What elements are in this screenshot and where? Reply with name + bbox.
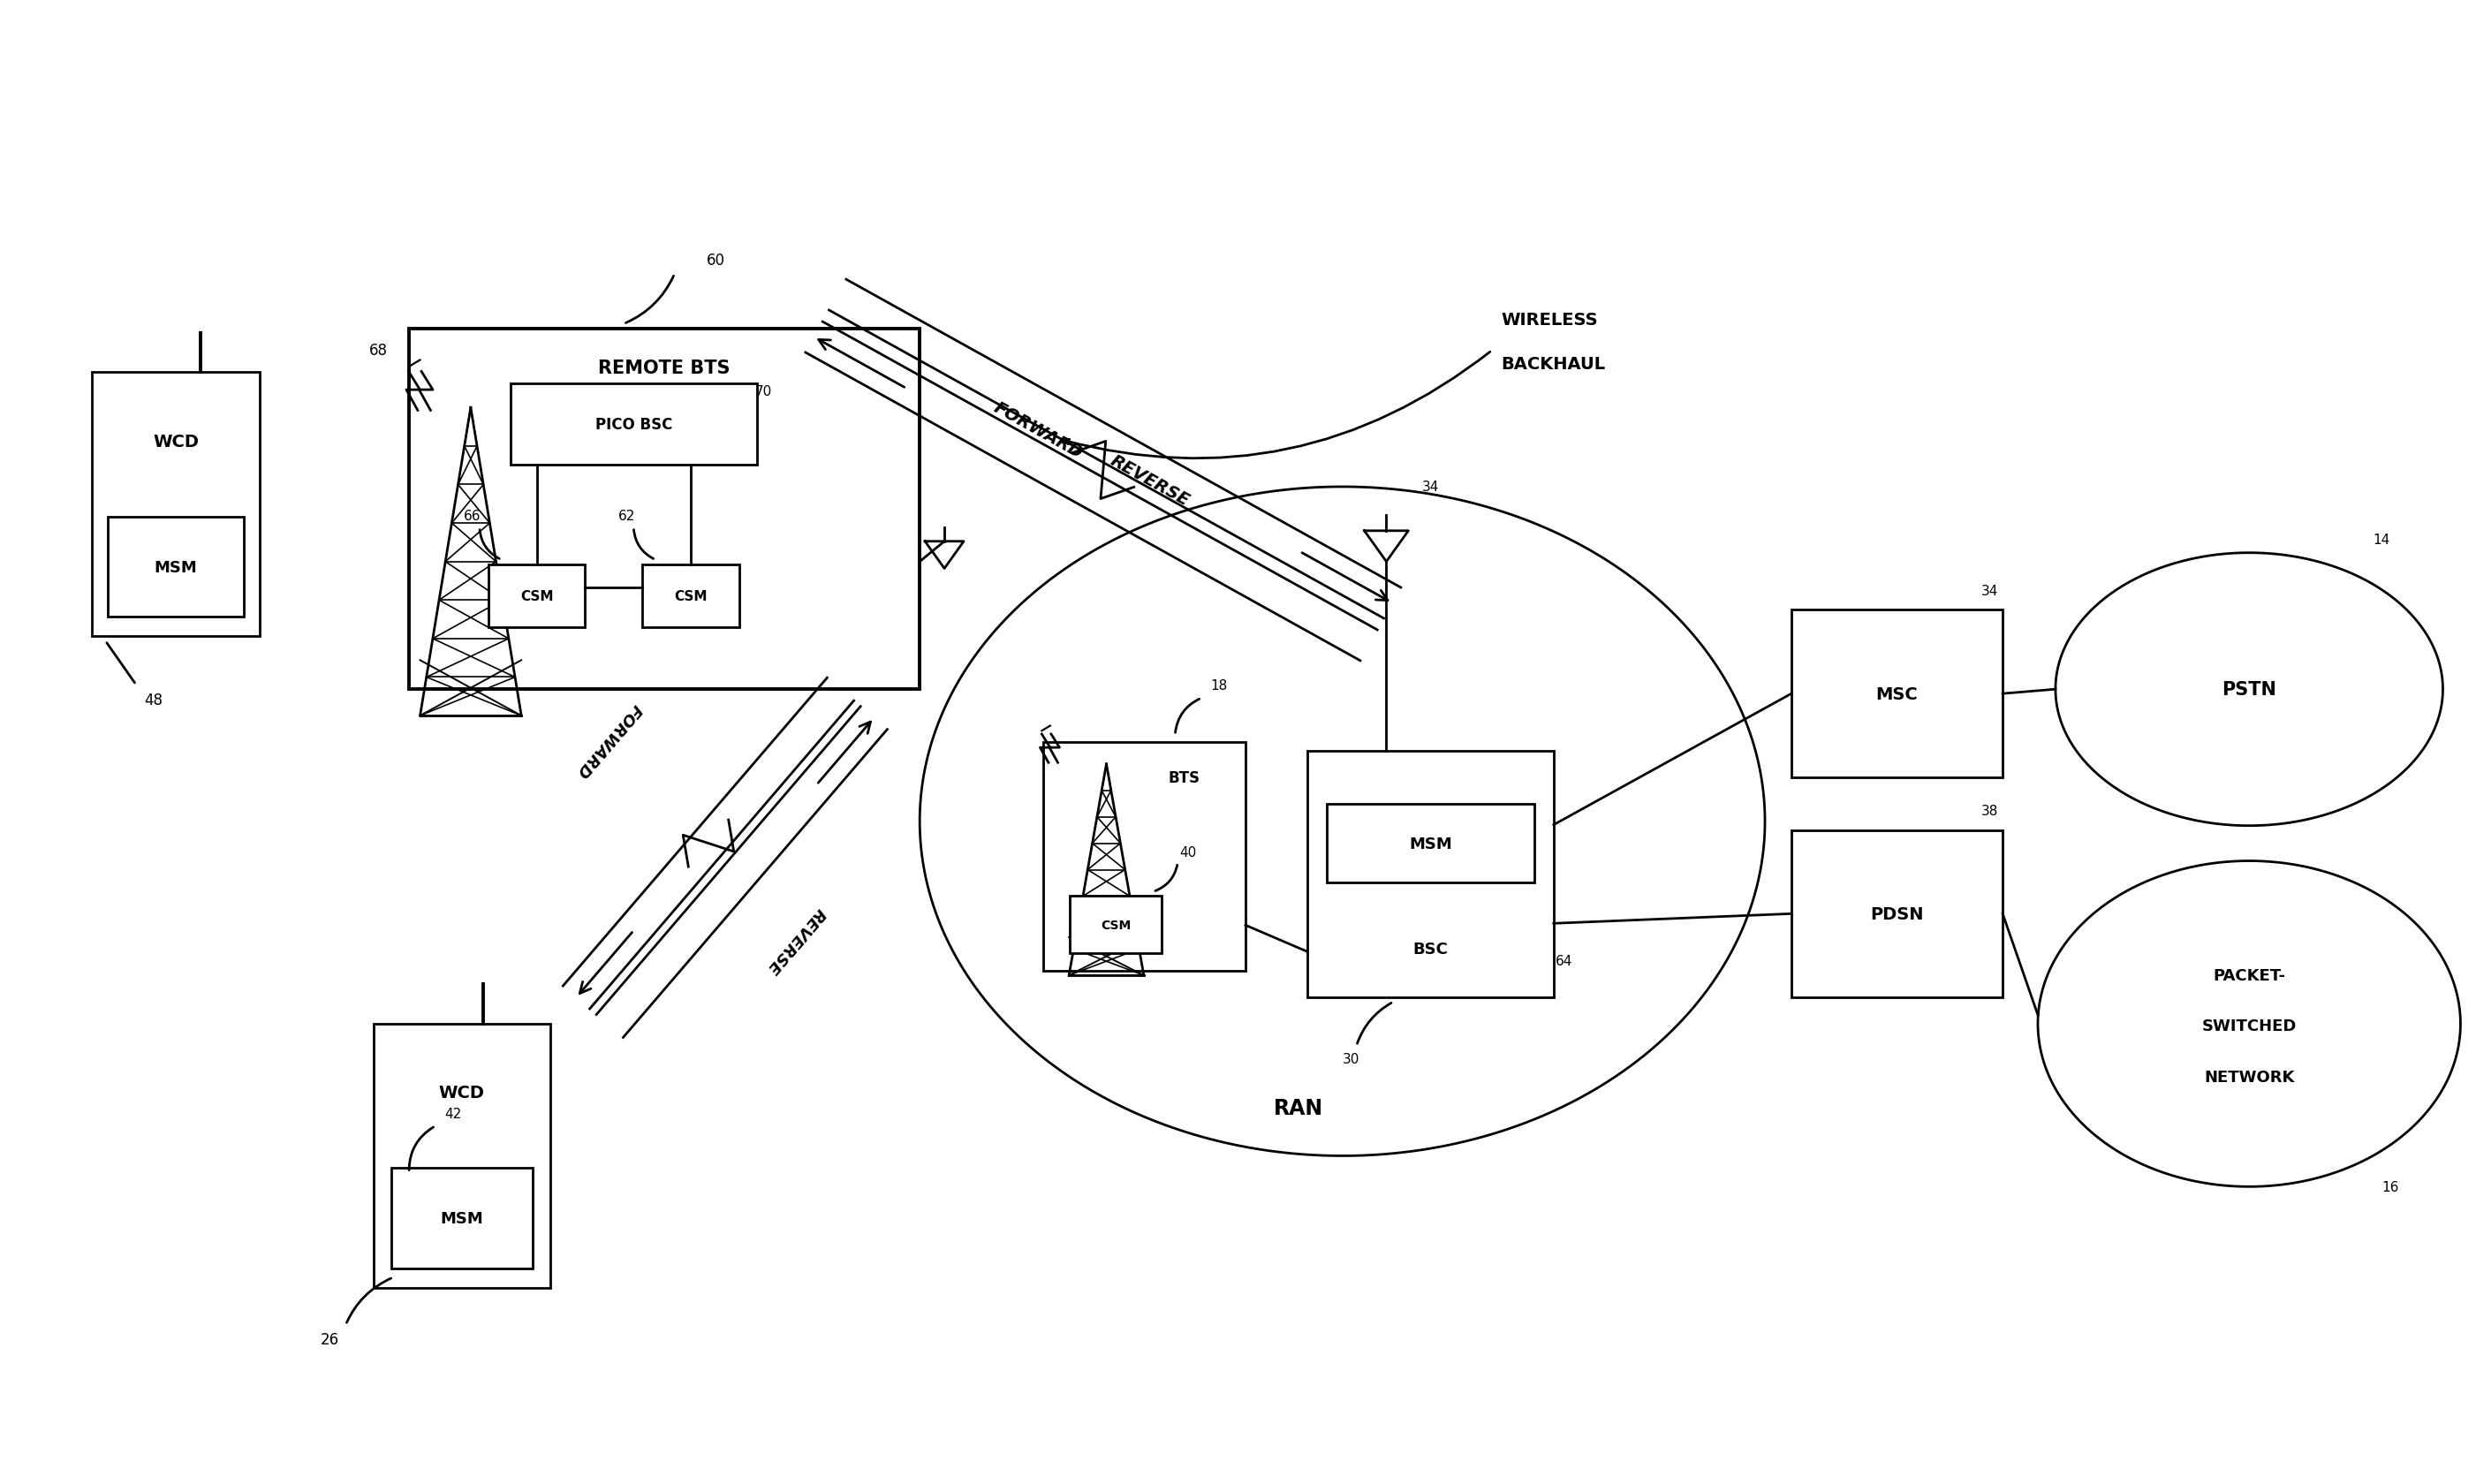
Text: 38: 38 bbox=[1981, 804, 1998, 818]
Text: CSM: CSM bbox=[520, 589, 552, 603]
Bar bbox=[409, 329, 919, 690]
Text: CSM: CSM bbox=[673, 589, 708, 603]
Text: WIRELESS: WIRELESS bbox=[1500, 312, 1597, 328]
Text: MSM: MSM bbox=[1409, 835, 1451, 852]
Text: 64: 64 bbox=[1555, 954, 1572, 968]
Bar bbox=[374, 1024, 550, 1288]
Text: MSC: MSC bbox=[1877, 686, 1919, 702]
Text: 62: 62 bbox=[619, 509, 636, 522]
Text: 34: 34 bbox=[1981, 585, 1998, 598]
Text: PICO BSC: PICO BSC bbox=[594, 417, 671, 433]
Bar bbox=[1790, 831, 2003, 997]
Bar bbox=[391, 1168, 532, 1269]
Text: RAN: RAN bbox=[1273, 1097, 1322, 1117]
Bar bbox=[1070, 896, 1161, 954]
Text: FORWARD: FORWARD bbox=[990, 399, 1087, 462]
Text: BACKHAUL: BACKHAUL bbox=[1500, 356, 1604, 372]
Text: 40: 40 bbox=[1179, 846, 1196, 859]
Text: 60: 60 bbox=[706, 252, 725, 269]
Text: 68: 68 bbox=[369, 343, 389, 359]
Text: 66: 66 bbox=[463, 509, 480, 522]
Text: CSM: CSM bbox=[1099, 919, 1132, 930]
Text: SWITCHED: SWITCHED bbox=[2201, 1018, 2298, 1034]
Text: FORWARD: FORWARD bbox=[572, 700, 644, 781]
Bar bbox=[109, 518, 243, 617]
Text: MSM: MSM bbox=[154, 559, 198, 576]
Text: PDSN: PDSN bbox=[1869, 905, 1924, 923]
Text: BTS: BTS bbox=[1169, 770, 1201, 785]
Text: WCD: WCD bbox=[438, 1085, 485, 1101]
Text: WCD: WCD bbox=[154, 433, 198, 450]
Text: 16: 16 bbox=[2382, 1180, 2399, 1193]
Text: 14: 14 bbox=[2372, 533, 2389, 546]
Text: 34: 34 bbox=[1421, 481, 1439, 494]
Text: 30: 30 bbox=[1342, 1052, 1359, 1066]
Bar bbox=[92, 372, 260, 637]
Text: NETWORK: NETWORK bbox=[2204, 1068, 2295, 1085]
Bar bbox=[488, 565, 584, 628]
Bar bbox=[1307, 751, 1552, 997]
Bar bbox=[1042, 742, 1245, 971]
Text: 48: 48 bbox=[144, 692, 163, 708]
Bar bbox=[510, 384, 758, 466]
Text: MSM: MSM bbox=[441, 1211, 483, 1226]
Text: REVERSE: REVERSE bbox=[1107, 451, 1193, 509]
Bar bbox=[1790, 610, 2003, 778]
Text: PACKET-: PACKET- bbox=[2214, 968, 2285, 984]
Text: BSC: BSC bbox=[1414, 941, 1448, 957]
Text: 18: 18 bbox=[1211, 678, 1228, 692]
Polygon shape bbox=[919, 487, 1765, 1156]
Polygon shape bbox=[2055, 554, 2444, 827]
Text: 42: 42 bbox=[446, 1107, 461, 1120]
Bar bbox=[1327, 804, 1535, 883]
Bar bbox=[641, 565, 740, 628]
Text: 26: 26 bbox=[319, 1331, 339, 1347]
Polygon shape bbox=[2038, 861, 2461, 1187]
Text: PSTN: PSTN bbox=[2221, 681, 2275, 699]
Text: REVERSE: REVERSE bbox=[763, 904, 827, 976]
Text: REMOTE BTS: REMOTE BTS bbox=[599, 359, 730, 377]
Text: 70: 70 bbox=[755, 384, 773, 398]
